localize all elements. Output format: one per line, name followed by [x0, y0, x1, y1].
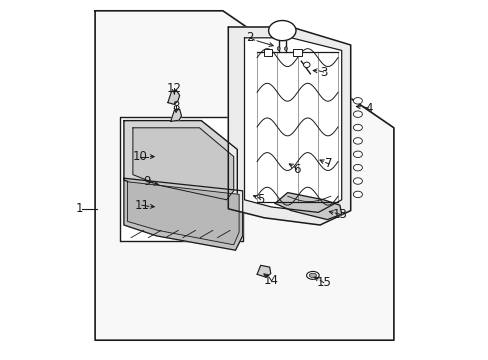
Ellipse shape	[303, 62, 309, 68]
Polygon shape	[123, 121, 237, 209]
Ellipse shape	[353, 151, 362, 158]
Text: 10: 10	[132, 150, 147, 163]
Ellipse shape	[353, 191, 362, 198]
Ellipse shape	[353, 98, 362, 104]
Bar	[293, 49, 301, 56]
Text: 14: 14	[264, 274, 279, 287]
Text: 2: 2	[245, 31, 253, 44]
Text: 8: 8	[172, 100, 180, 113]
Text: 5: 5	[257, 193, 264, 206]
Ellipse shape	[306, 271, 319, 279]
Text: 13: 13	[332, 208, 346, 221]
Ellipse shape	[353, 124, 362, 131]
Polygon shape	[120, 117, 242, 241]
Polygon shape	[133, 128, 233, 200]
Text: 9: 9	[143, 175, 151, 188]
Bar	[263, 49, 272, 56]
Text: 1: 1	[76, 202, 83, 215]
Ellipse shape	[284, 47, 287, 50]
Ellipse shape	[353, 138, 362, 144]
Text: 11: 11	[134, 199, 149, 212]
Text: 4: 4	[364, 102, 372, 114]
Ellipse shape	[353, 165, 362, 171]
Polygon shape	[228, 27, 350, 225]
Polygon shape	[257, 265, 270, 277]
Polygon shape	[167, 90, 179, 104]
Polygon shape	[228, 29, 264, 216]
Ellipse shape	[353, 178, 362, 184]
Ellipse shape	[353, 111, 362, 117]
Text: 7: 7	[325, 157, 332, 170]
Polygon shape	[95, 11, 393, 340]
Ellipse shape	[268, 21, 295, 41]
Ellipse shape	[309, 273, 316, 278]
Polygon shape	[170, 109, 181, 121]
Polygon shape	[127, 182, 239, 245]
Text: 3: 3	[319, 66, 327, 78]
Text: 15: 15	[316, 276, 330, 289]
Text: 12: 12	[166, 82, 182, 95]
Polygon shape	[275, 193, 341, 220]
Polygon shape	[123, 178, 242, 250]
Text: 6: 6	[292, 163, 300, 176]
Ellipse shape	[277, 47, 280, 50]
Polygon shape	[244, 38, 341, 212]
